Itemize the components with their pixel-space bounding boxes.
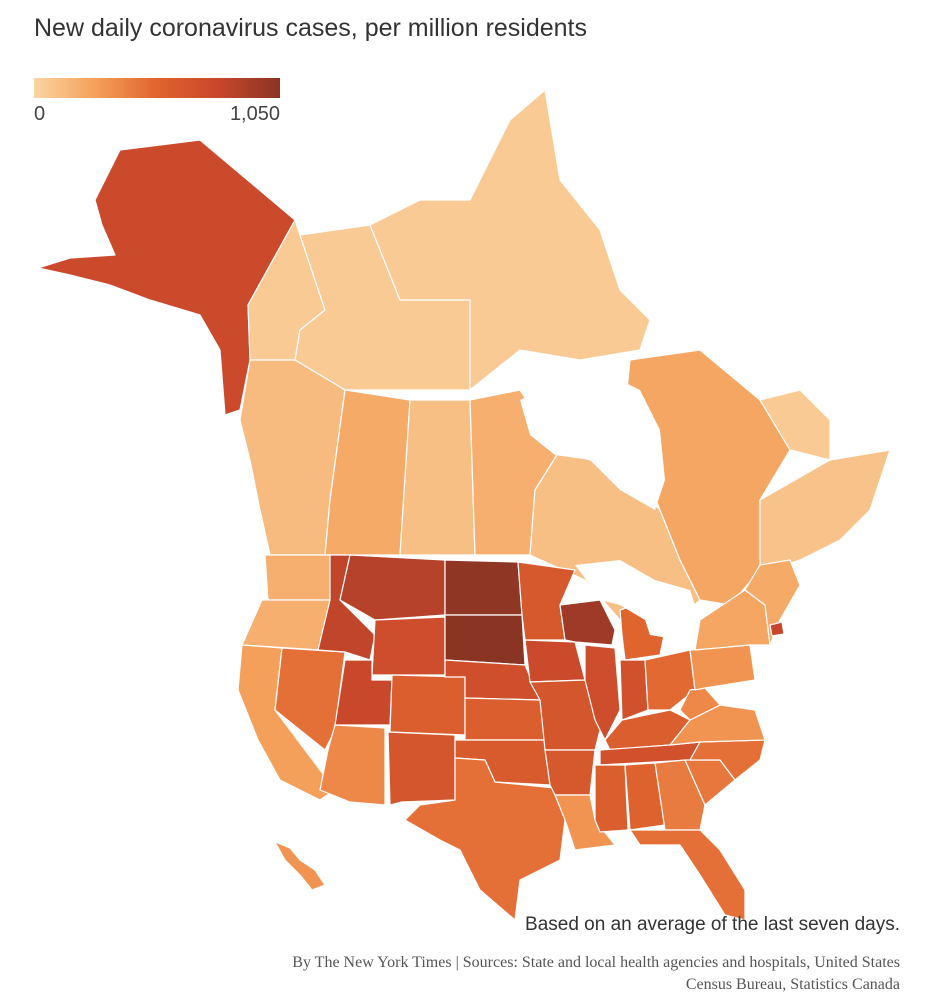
hudson-bay [520,370,665,510]
region-kansas [464,697,546,741]
region-arkansas [544,749,596,796]
region-arizona [319,724,386,806]
legend-min-label: 0 [34,103,46,125]
region-wyoming [371,616,446,676]
region-hawaii [274,841,326,891]
credit-line-2: Census Bureau, Statistics Canada [685,976,900,993]
legend-max-label: 1,050 [229,103,280,125]
region-south-dakota [444,614,526,666]
region-oregon [241,599,331,651]
region-ohio [644,649,696,711]
great-lakes [575,560,700,640]
color-legend-bar [34,78,280,98]
region-saskatchewan [399,399,476,556]
region-florida [629,829,746,921]
region-indiana [619,659,649,721]
region-labrador [759,389,831,461]
region-new-england [744,559,801,646]
region-alberta [324,389,411,556]
source-credit: By The New York Times | Sources: State a… [20,952,900,996]
region-montana [339,554,446,621]
region-nunavut [369,89,651,391]
region-colorado [389,674,466,736]
region-wisconsin [559,599,616,646]
credit-line-1: By The New York Times | Sources: State a… [292,954,900,971]
north-america-choropleth-map [37,89,891,921]
footnote-average: Based on an average of the last seven da… [525,914,900,935]
region-north-dakota [444,559,523,616]
region-mississippi [594,764,629,833]
region-new-mexico [387,731,456,806]
map-title: New daily coronavirus cases, per million… [34,14,588,42]
region-louisiana [554,794,616,851]
region-texas [404,757,566,921]
region-iowa [524,639,586,683]
region-pennsylvania [689,644,756,691]
region-washington [264,554,331,601]
region-rhode-island [769,621,785,637]
